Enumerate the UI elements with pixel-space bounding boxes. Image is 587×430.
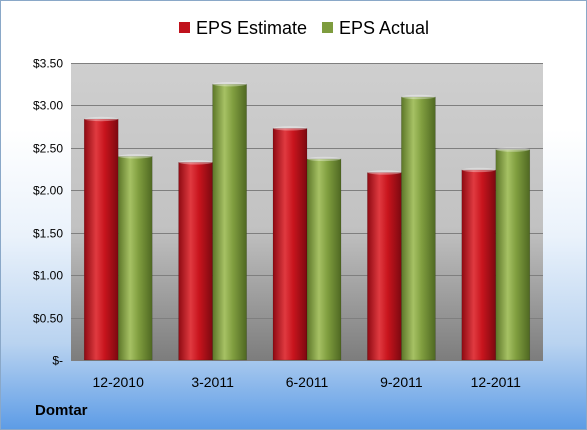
legend-swatch-estimate (179, 22, 190, 33)
bar-eps-estimate (178, 162, 213, 361)
bar-top-highlight (367, 170, 402, 175)
x-tick-label: 6-2011 (286, 374, 329, 390)
bar-top-highlight (118, 154, 153, 159)
x-tick-label: 12-2011 (471, 374, 522, 390)
bar-top-highlight (84, 116, 119, 122)
bar-eps-actual (117, 156, 153, 361)
bar-top-highlight (178, 160, 213, 165)
legend-label-actual: EPS Actual (339, 18, 429, 38)
y-tick-label: $- (52, 354, 63, 368)
bar-top-highlight (273, 126, 307, 131)
y-tick-label: $3.50 (33, 57, 63, 71)
bar-eps-actual (401, 96, 436, 361)
bar-eps-estimate (272, 128, 308, 361)
bar-eps-estimate (83, 118, 119, 361)
x-tick-label: 9-2011 (380, 374, 423, 390)
y-tick-label: $3.00 (33, 99, 63, 113)
bar-top-highlight (461, 167, 496, 173)
bar-eps-actual (306, 158, 342, 361)
y-tick-label: $1.00 (33, 269, 63, 283)
bar-eps-actual (495, 149, 531, 361)
bar-top-highlight (401, 94, 436, 100)
bar-top-highlight (495, 147, 530, 152)
y-tick-label: $2.00 (33, 184, 63, 198)
bar-top-highlight (212, 82, 247, 87)
x-tick-label: 3-2011 (191, 374, 234, 390)
y-tick-label: $2.50 (33, 142, 63, 156)
y-tick-label: $1.50 (33, 227, 63, 241)
company-name: Domtar (35, 402, 88, 419)
bar-eps-actual (212, 83, 247, 361)
legend-swatch-actual (322, 22, 333, 33)
x-tick-label: 12-2010 (93, 374, 145, 390)
bar-eps-estimate (461, 169, 497, 361)
bar-top-highlight (307, 156, 341, 162)
legend-label-estimate: EPS Estimate (196, 18, 307, 38)
y-tick-label: $0.50 (33, 312, 63, 326)
bar-eps-estimate (367, 172, 402, 361)
